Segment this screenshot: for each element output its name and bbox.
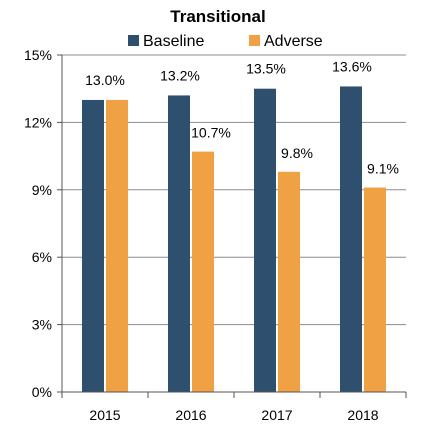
- y-tick-label: 12%: [24, 114, 52, 130]
- bar-baseline-2015: [82, 99, 104, 392]
- data-label-adverse-2016: 10.7%: [191, 125, 231, 141]
- data-label-baseline-2017: 13.5%: [246, 61, 286, 77]
- bar-baseline-2017: [254, 88, 276, 392]
- data-label-adverse-2017: 9.8%: [281, 145, 313, 161]
- data-labels: 13.0% 13.2% 10.7% 13.5% 9.8% 13.6% 9.1%: [85, 58, 399, 176]
- x-tick-label: 2018: [347, 407, 378, 423]
- y-tick-label: 6%: [32, 249, 52, 265]
- x-tick-label: 2017: [261, 407, 292, 423]
- chart-title: Transitional: [170, 7, 265, 26]
- data-label-baseline-2018: 13.6%: [332, 58, 372, 74]
- data-label-adverse-2018: 9.1%: [367, 161, 399, 177]
- legend-swatch-baseline: [128, 35, 139, 46]
- x-tick-label: 2015: [89, 407, 120, 423]
- legend-label-baseline: Baseline: [143, 33, 204, 50]
- y-tick-label: 0%: [32, 384, 52, 400]
- y-tick-label: 9%: [32, 182, 52, 198]
- x-axis-ticks: 2015 2016 2017 2018: [61, 392, 407, 423]
- bar-adverse-2016: [192, 151, 214, 392]
- y-axis-ticks: 0% 3% 6% 9% 12% 15%: [24, 47, 62, 400]
- bar-adverse-2017: [278, 171, 300, 392]
- bar-baseline-2018: [340, 86, 362, 392]
- legend-label-adverse: Adverse: [264, 33, 323, 50]
- data-label-baseline-2015: 13.0%: [85, 72, 125, 88]
- bars: [82, 86, 386, 392]
- bar-adverse-2015: [106, 99, 128, 392]
- y-tick-label: 15%: [24, 47, 52, 63]
- bar-adverse-2018: [364, 187, 386, 392]
- bar-baseline-2016: [168, 95, 190, 392]
- data-label-baseline-2016: 13.2%: [160, 67, 200, 83]
- legend: Baseline Adverse: [128, 33, 323, 50]
- y-tick-label: 3%: [32, 317, 52, 333]
- x-tick-label: 2016: [175, 407, 206, 423]
- axes: [61, 55, 406, 393]
- legend-swatch-adverse: [249, 35, 260, 46]
